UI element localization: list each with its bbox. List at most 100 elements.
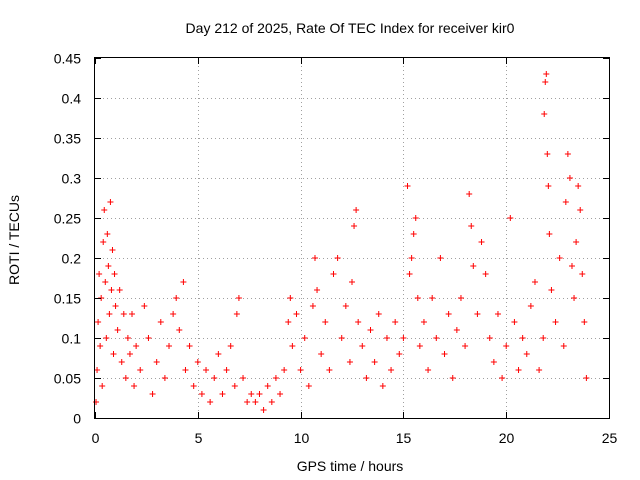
data-point	[211, 375, 218, 381]
data-point	[542, 79, 549, 85]
data-point	[575, 183, 582, 189]
data-point	[579, 271, 586, 277]
y-tick-label: 0.4	[62, 91, 82, 107]
data-point	[400, 335, 407, 341]
data-point	[478, 239, 485, 245]
y-tick-label: 0.2	[62, 251, 82, 267]
data-point	[552, 319, 559, 325]
data-point	[573, 239, 580, 245]
data-point	[540, 335, 547, 341]
chart-title: Day 212 of 2025, Rate Of TEC Index for r…	[186, 20, 515, 36]
data-point	[383, 335, 390, 341]
data-point	[564, 151, 571, 157]
data-point	[309, 303, 316, 309]
data-point	[233, 311, 240, 317]
data-point	[110, 351, 117, 357]
data-point	[256, 391, 263, 397]
y-axis-label: ROTI / TECUs	[6, 195, 22, 285]
data-point	[494, 311, 501, 317]
data-point	[359, 343, 366, 349]
data-point	[562, 199, 569, 205]
data-point	[474, 311, 481, 317]
data-point	[408, 255, 415, 261]
data-point	[180, 279, 187, 285]
data-point	[111, 271, 118, 277]
data-point	[338, 335, 345, 341]
y-tick-label: 0.3	[62, 171, 82, 187]
data-point	[577, 207, 584, 213]
data-point	[252, 399, 259, 405]
data-point	[511, 319, 518, 325]
data-point	[346, 359, 353, 365]
data-point	[556, 255, 563, 261]
data-point	[581, 319, 588, 325]
data-point	[583, 375, 590, 381]
data-point	[449, 375, 456, 381]
data-point	[97, 343, 104, 349]
data-points	[93, 71, 590, 413]
data-point	[396, 351, 403, 357]
data-point	[244, 399, 251, 405]
data-point	[112, 303, 119, 309]
data-point	[268, 399, 275, 405]
data-point	[544, 151, 551, 157]
data-point	[536, 367, 543, 373]
data-point	[541, 111, 548, 117]
data-point	[289, 343, 296, 349]
y-tick-label: 0.45	[54, 51, 81, 67]
data-point	[507, 215, 514, 221]
data-point	[392, 319, 399, 325]
data-point	[523, 351, 530, 357]
data-point	[404, 183, 411, 189]
data-point	[515, 367, 522, 373]
data-point	[293, 311, 300, 317]
data-point	[342, 303, 349, 309]
data-point	[468, 223, 475, 229]
plot-frame	[94, 57, 610, 419]
data-point	[318, 351, 325, 357]
x-tick-label: 15	[396, 430, 412, 446]
y-tick-label: 0.1	[62, 331, 82, 347]
data-point	[129, 311, 136, 317]
data-point	[499, 375, 506, 381]
data-point	[96, 271, 103, 277]
x-axis-label: GPS time / hours	[297, 458, 404, 474]
data-point	[122, 375, 129, 381]
y-tick-label: 0.35	[54, 131, 81, 147]
data-point	[287, 295, 294, 301]
data-point	[322, 319, 329, 325]
data-point	[371, 359, 378, 365]
data-point	[466, 191, 473, 197]
data-point	[351, 223, 358, 229]
grid-lines	[95, 58, 609, 418]
y-tick-label: 0.25	[54, 211, 81, 227]
data-point	[248, 391, 255, 397]
data-point	[462, 343, 469, 349]
data-point	[133, 343, 140, 349]
data-point	[190, 383, 197, 389]
data-point	[161, 375, 168, 381]
x-tick-label: 0	[92, 430, 100, 446]
data-point	[149, 391, 156, 397]
data-point	[145, 335, 152, 341]
data-point	[106, 311, 113, 317]
data-point	[367, 327, 374, 333]
data-point	[545, 183, 552, 189]
data-point	[170, 311, 177, 317]
data-point	[240, 375, 247, 381]
x-tick-label: 20	[499, 430, 515, 446]
data-point	[131, 383, 138, 389]
data-point	[326, 367, 333, 373]
data-point	[453, 327, 460, 333]
y-tick-label: 0.15	[54, 291, 81, 307]
data-point	[285, 319, 292, 325]
data-point	[99, 383, 106, 389]
data-point	[457, 295, 464, 301]
data-point	[334, 255, 341, 261]
data-point	[94, 367, 101, 373]
data-point	[231, 383, 238, 389]
data-point	[277, 391, 284, 397]
data-point	[314, 287, 321, 293]
data-point	[330, 271, 337, 277]
